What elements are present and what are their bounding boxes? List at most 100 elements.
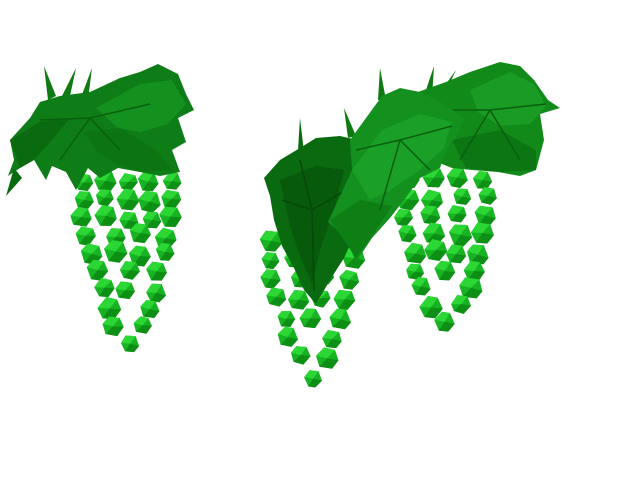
grape-berry-shadow [98,180,117,191]
grape-berry-highlight [447,205,464,214]
grape-berry-shadow [102,308,122,320]
grape-berry-highlight [322,330,340,340]
grape-berry-shadow [143,309,160,318]
grape-berry-shadow [133,233,151,244]
grape-berry-highlight [404,242,423,254]
left-tendril [62,68,76,96]
center-leaf-vein [355,125,453,211]
grape-berry-shadow [77,199,94,209]
center-vine-leaf [328,68,464,262]
grape-berry-highlight [467,244,484,255]
grape-berry-shadow [453,304,471,314]
grape-berry-highlight [154,227,174,239]
grape-berry-highlight [420,205,437,215]
grape-berry-highlight [140,299,156,310]
grape-berry-shadow [293,355,311,365]
grape-berry-highlight [259,230,279,241]
center-dark-vine-leaf [264,118,372,304]
grape-berry-shadow [314,298,331,308]
grape-berry-highlight [94,204,114,216]
grape-berry-shadow [319,358,339,369]
grape-berry-highlight [142,211,158,221]
grape-berry-highlight [316,347,336,359]
grape-berry-highlight [138,190,157,202]
grape-berry-highlight [74,191,90,200]
grape-berry-highlight [162,171,178,181]
grape-berry-shadow [456,196,472,205]
grape-berry-shadow [166,180,182,190]
grape-berry-highlight [304,370,319,379]
grape-berry-shadow [108,251,128,263]
grape-berry-shadow [326,339,342,349]
center-tendril [378,68,386,100]
grape-berry-highlight [419,295,438,308]
grape-berry-shadow [132,256,151,267]
grape-berry-shadow [476,233,494,244]
grape-berry-shadow [160,252,175,261]
grape-berry-shadow [291,299,310,310]
grape-berry-shadow [424,307,443,319]
grape-berry-shadow [124,343,140,353]
grape-berry-highlight [329,308,346,320]
center-tendril [344,108,356,138]
grape-berry-highlight [159,206,178,217]
grape-berry-shadow [265,278,281,289]
grape-berry-highlight [102,316,120,327]
grape-berry-highlight [398,225,413,234]
grape-berry-highlight [434,311,450,322]
grape-berry-shadow [449,253,467,264]
grape-berry-highlight [118,173,136,182]
grape-berry-highlight [120,335,136,344]
grape-berry-shadow [450,213,467,223]
grape-berry-highlight [422,222,441,234]
grape-berry-highlight [137,171,155,182]
grape-berry-highlight [161,189,179,199]
grape-berry-shadow [164,216,182,227]
grape-berry-shadow [141,201,161,213]
grape-berry-highlight [420,189,441,201]
grape-berry-shadow [401,233,417,243]
grape-berry-highlight [106,228,122,237]
grape-berry-shadow [477,180,493,189]
grape-berry-highlight [448,224,468,235]
grape-berry-shadow [423,214,441,225]
grape-berry-shadow [415,286,431,296]
grape-berry-highlight [299,308,316,319]
grape-berry-shadow [397,217,414,227]
grape-berry-shadow [164,198,182,209]
grape-berry-highlight [266,287,284,297]
grape-berry-shadow [142,181,159,192]
grape-berry-highlight [474,205,493,216]
left-leaf-tip [6,168,22,196]
grape-berry-highlight [86,259,104,271]
grape-berry-highlight [287,289,306,300]
grape-berry-shadow [439,270,456,281]
left-leaf-vein [39,103,151,161]
grape-berry-shadow [151,271,167,281]
grape-berry-shadow [99,287,115,298]
left-leaf-shade [10,118,70,168]
grape-berry-highlight [472,170,488,181]
grape-berry-shadow [462,287,483,299]
grape-berry-highlight [434,260,451,271]
grape-berry-shadow [118,290,135,300]
grape-berry-highlight [339,269,357,280]
grape-berry-shadow [73,217,92,227]
grape-berry-shadow [150,292,167,303]
left-tendril [44,66,56,100]
grape-berry-highlight [119,261,137,271]
grape-berry-shadow [280,336,299,347]
grape-berry-highlight [406,263,421,272]
left-vine-leaf [6,64,194,196]
left-grape-cluster [70,169,182,353]
grape-berry-highlight [146,261,164,272]
grape-berry-shadow [98,197,114,207]
grape-berry-highlight [277,326,294,337]
center-dark-tendril [298,118,304,152]
grape-berry-highlight [116,188,135,200]
grape-berry-highlight [291,346,307,356]
grape-berry-shadow [427,177,445,188]
grape-berry-highlight [446,167,464,178]
center-leaf-shade [330,200,392,258]
